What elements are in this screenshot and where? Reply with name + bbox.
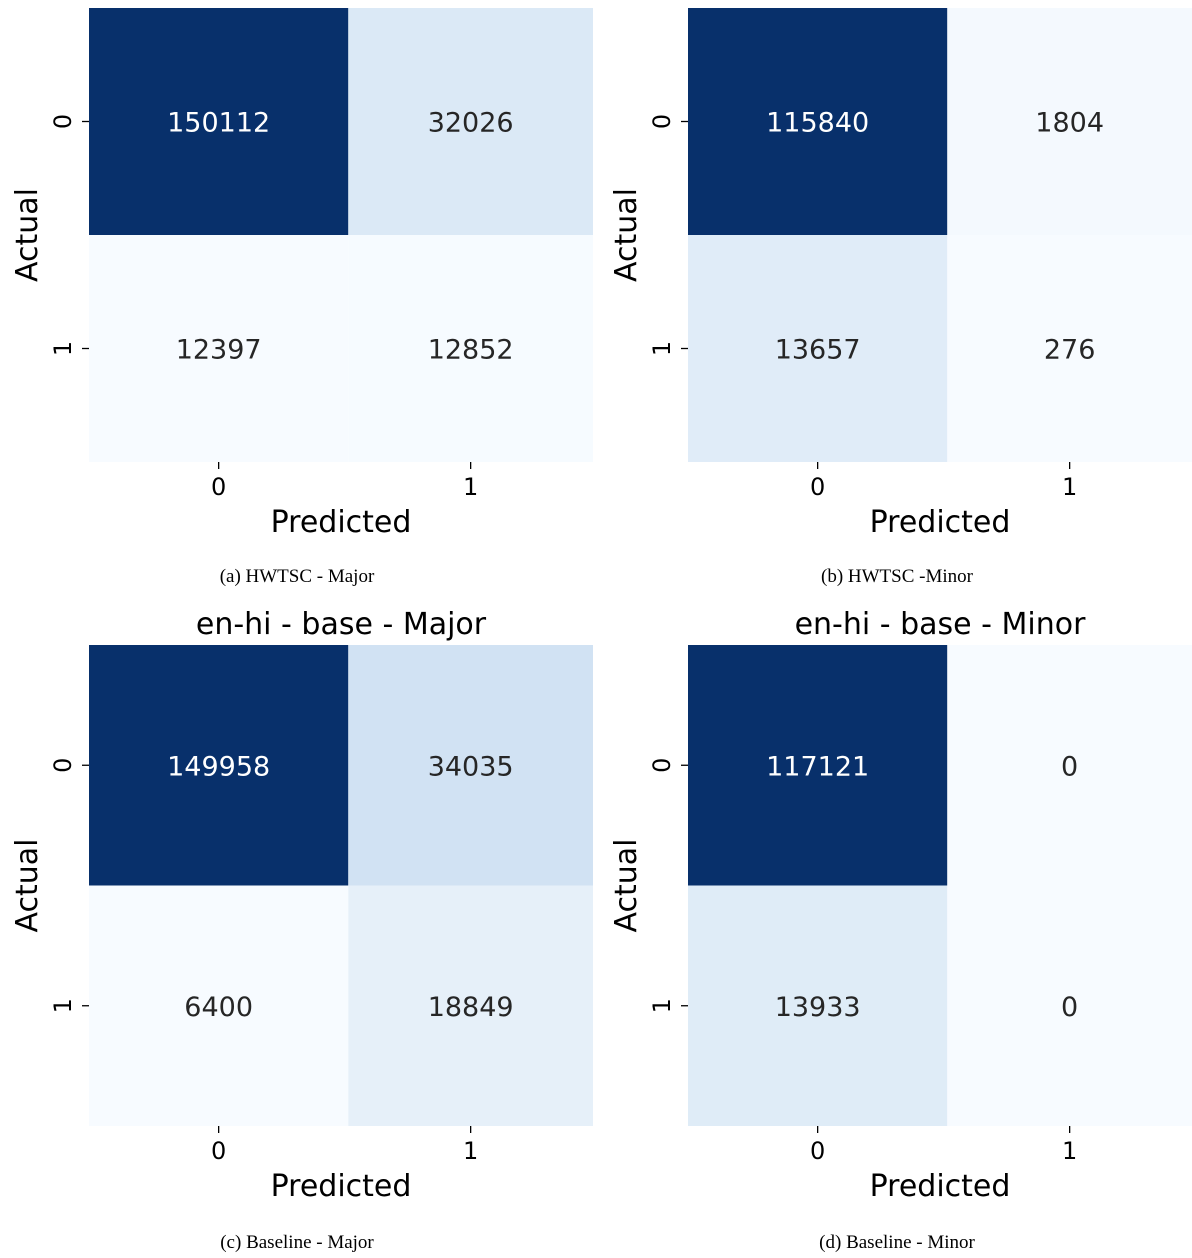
y-axis-label: Actual xyxy=(10,188,45,282)
cell-value-label-r1-c0: 13933 xyxy=(775,992,861,1023)
cell-value-label-r1-c0: 6400 xyxy=(184,992,253,1023)
x-tick-label: 0 xyxy=(211,1137,226,1165)
cell-value-label-r1-c1: 18849 xyxy=(428,992,514,1023)
cell-value-label-r0-c1: 34035 xyxy=(428,751,514,782)
y-tick-label: 0 xyxy=(49,114,77,129)
y-tick-label: 0 xyxy=(648,114,676,129)
chart-title: en-hi - base - Major xyxy=(196,607,487,642)
y-tick-label: 1 xyxy=(648,341,676,356)
x-axis-label: Predicted xyxy=(271,505,412,540)
y-tick-label: 0 xyxy=(49,758,77,773)
caption-c: (c) Baseline - Major xyxy=(97,1232,497,1254)
cell-value-label-r1-c0: 12397 xyxy=(176,335,262,366)
heatmap-panel-3: 149958 34035 6400 18849 0 1 0 1 Predicted Actual e… xyxy=(10,607,593,1204)
y-tick-label: 1 xyxy=(49,341,77,356)
y-axis-label: Actual xyxy=(10,839,45,933)
caption-a: (a) HWTSC - Major xyxy=(97,566,497,588)
x-tick-label: 1 xyxy=(463,473,478,501)
cell-value-label-r0-c1: 0 xyxy=(1061,751,1078,782)
y-tick-label: 1 xyxy=(49,998,77,1013)
y-tick-label: 0 xyxy=(648,758,676,773)
cell-value-label-r0-c1: 1804 xyxy=(1035,108,1104,139)
caption-b: (b) HWTSC -Minor xyxy=(697,566,1097,588)
chart-title: en-hi - base - Minor xyxy=(795,607,1087,642)
heatmap-panel-2: 115840 1804 13657 276 0 1 0 1 Predicted Actual xyxy=(609,8,1192,540)
x-tick-label: 0 xyxy=(211,473,226,501)
y-axis-label: Actual xyxy=(609,839,644,933)
cell-value-label-r1-c1: 276 xyxy=(1044,335,1096,366)
cell-value-label-r0-c0: 149958 xyxy=(167,751,270,782)
cell-value-label-r0-c0: 115840 xyxy=(766,108,869,139)
x-tick-label: 1 xyxy=(1062,1137,1077,1165)
x-axis-label: Predicted xyxy=(870,1169,1011,1204)
x-tick-label: 1 xyxy=(1062,473,1077,501)
cell-value-label-r0-c0: 117121 xyxy=(766,751,869,782)
cell-value-label-r0-c0: 150112 xyxy=(167,108,270,139)
y-tick-label: 1 xyxy=(648,998,676,1013)
heatmap-panel-4: 117121 0 13933 0 0 1 0 1 Predicted Actual en-hi - … xyxy=(609,607,1192,1204)
caption-d: (d) Baseline - Minor xyxy=(697,1232,1097,1254)
cell-value-label-r1-c1: 0 xyxy=(1061,992,1078,1023)
x-axis-label: Predicted xyxy=(870,505,1011,540)
x-tick-label: 0 xyxy=(810,473,825,501)
heatmap-panel-1: 150112 32026 12397 12852 0 1 0 1 Predicted Actual xyxy=(10,8,593,540)
x-tick-label: 1 xyxy=(463,1137,478,1165)
cell-value-label-r1-c0: 13657 xyxy=(775,335,861,366)
cell-value-label-r0-c1: 32026 xyxy=(428,108,514,139)
cell-value-label-r1-c1: 12852 xyxy=(428,335,514,366)
x-tick-label: 0 xyxy=(810,1137,825,1165)
x-axis-label: Predicted xyxy=(271,1169,412,1204)
y-axis-label: Actual xyxy=(609,188,644,282)
